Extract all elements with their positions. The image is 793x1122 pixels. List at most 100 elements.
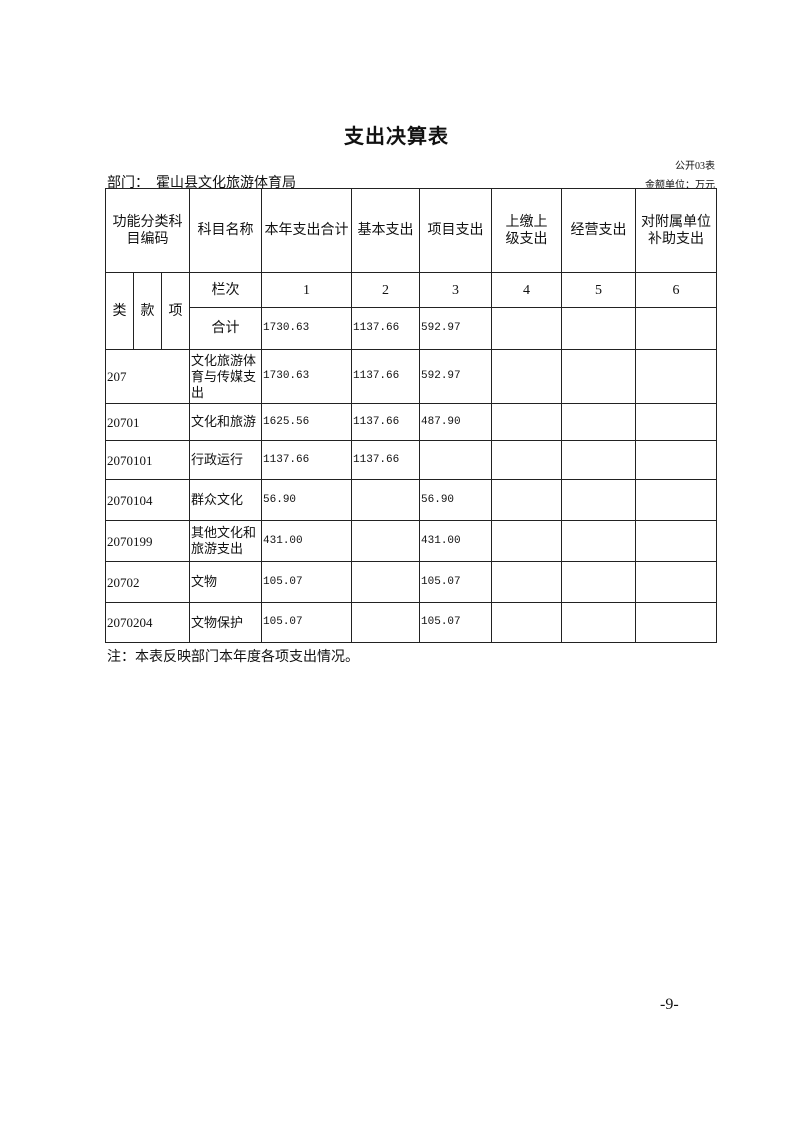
cell-total: 1730.63: [261, 307, 353, 350]
page-title: 支出决算表: [344, 126, 449, 148]
cell-upper: [491, 602, 563, 643]
cell-business: [561, 440, 637, 480]
cell-name: 行政运行: [189, 440, 263, 480]
cell-name: 文物保护: [189, 602, 263, 643]
table-row: 2070204 文物保护 105.07 105.07: [104, 602, 718, 643]
header-lei: 类: [105, 272, 134, 350]
cell-name: 文物: [189, 561, 263, 603]
table-row: 207 文化旅游体育与传媒支出 1730.63 1137.66 592.97: [104, 349, 718, 404]
cell-name: 文化旅游体育与传媒支出: [189, 349, 263, 404]
cell-business: [561, 403, 637, 441]
cell-business: [561, 349, 637, 404]
cell-basic: [351, 602, 421, 643]
total-row: 合计 1730.63 1137.66 592.97: [106, 307, 718, 350]
table-row: 20702 文物 105.07 105.07: [104, 561, 718, 603]
table-note: 注：本表反映部门本年度各项支出情况。: [107, 650, 359, 665]
cell-name: 其他文化和旅游支出: [189, 520, 263, 562]
header-subsidy: 对附属单位补助支出: [635, 188, 718, 273]
cell-upper: [491, 440, 563, 480]
cell-total: 105.07: [261, 602, 353, 643]
header-xiang: 项: [160, 272, 191, 350]
cell-code: 207: [104, 349, 191, 404]
cell-business: [561, 561, 637, 603]
cell-project: 56.90: [419, 479, 493, 521]
header-name: 科目名称: [189, 188, 263, 273]
cell-upper: [491, 520, 563, 562]
header-basic: 基本支出: [351, 188, 421, 273]
cell-total: 1137.66: [261, 440, 353, 480]
cell-subsidy: [635, 561, 718, 603]
cell-business: [561, 479, 637, 521]
table-row: 2070199 其他文化和旅游支出 431.00 431.00: [104, 520, 718, 562]
department-label: 部门：: [107, 176, 149, 191]
cell-basic: 1137.66: [351, 349, 421, 404]
cell-subsidy: [635, 349, 718, 404]
header-upper: 上缴上级支出: [491, 188, 563, 273]
cell-total: 1730.63: [261, 349, 353, 404]
cell-business: [561, 307, 637, 350]
cell-subsidy: [635, 403, 718, 441]
cell-business: [561, 520, 637, 562]
cell-code: 20701: [104, 403, 191, 441]
cell-code: 2070204: [104, 602, 191, 643]
cell-upper: [491, 561, 563, 603]
col-number: 1: [261, 272, 353, 308]
cell-project: [419, 440, 493, 480]
cell-basic: 1137.66: [351, 440, 421, 480]
cell-project: 105.07: [419, 602, 493, 643]
header-lanci: 栏次: [189, 272, 263, 308]
cell-subsidy: [635, 520, 718, 562]
department-name: 霍山县文化旅游体育局: [156, 176, 296, 191]
header-row: 功能分类科目编码 科目名称 本年支出合计 基本支出 项目支出 上缴上级支出 经营…: [104, 188, 718, 273]
col-number: 2: [351, 272, 421, 308]
cell-subsidy: [635, 479, 718, 521]
cell-code: 2070104: [104, 479, 191, 521]
cell-subsidy: [635, 602, 718, 643]
table-row: 2070101 行政运行 1137.66 1137.66: [104, 440, 718, 480]
col-number: 4: [491, 272, 563, 308]
page-number: -9-: [660, 996, 679, 1013]
cell-business: [561, 602, 637, 643]
col-number: 5: [561, 272, 637, 308]
column-number-row: 类 款 项 栏次 1 2 3 4 5 6: [105, 272, 718, 350]
amount-unit: 金额单位：万元: [645, 180, 715, 191]
cell-project: 487.90: [419, 403, 493, 441]
cell-upper: [491, 307, 563, 350]
header-kuan: 款: [133, 272, 162, 350]
col-number: 6: [635, 272, 718, 308]
department-line: 部门： 霍山县文化旅游体育局: [107, 172, 296, 192]
cell-code: 20702: [104, 561, 191, 603]
cell-name: 群众文化: [189, 479, 263, 521]
cell-project: 105.07: [419, 561, 493, 603]
cell-project: 431.00: [419, 520, 493, 562]
header-code: 功能分类科目编码: [104, 188, 191, 273]
cell-basic: [351, 520, 421, 562]
cell-total: 105.07: [261, 561, 353, 603]
cell-basic: 1137.66: [351, 307, 421, 350]
header-total: 本年支出合计: [261, 188, 353, 273]
expenditure-table: 功能分类科目编码 科目名称 本年支出合计 基本支出 项目支出 上缴上级支出 经营…: [104, 188, 718, 643]
cell-upper: [491, 479, 563, 521]
cell-total: 56.90: [261, 479, 353, 521]
table-row: 20701 文化和旅游 1625.56 1137.66 487.90: [104, 403, 718, 441]
header-business: 经营支出: [561, 188, 637, 273]
cell-subsidy: [635, 307, 718, 350]
col-number: 3: [419, 272, 493, 308]
cell-project: 592.97: [419, 307, 493, 350]
total-label: 合计: [189, 307, 263, 350]
cell-project: 592.97: [419, 349, 493, 404]
cell-name: 文化和旅游: [189, 403, 263, 441]
cell-subsidy: [635, 440, 718, 480]
cell-upper: [491, 403, 563, 441]
cell-total: 431.00: [261, 520, 353, 562]
cell-upper: [491, 349, 563, 404]
table-row: 2070104 群众文化 56.90 56.90: [104, 479, 718, 521]
cell-code: 2070199: [104, 520, 191, 562]
header-project: 项目支出: [419, 188, 493, 273]
cell-code: 2070101: [104, 440, 191, 480]
cell-basic: 1137.66: [351, 403, 421, 441]
cell-basic: [351, 479, 421, 521]
form-number: 公开03表: [675, 161, 715, 172]
cell-total: 1625.56: [261, 403, 353, 441]
cell-basic: [351, 561, 421, 603]
